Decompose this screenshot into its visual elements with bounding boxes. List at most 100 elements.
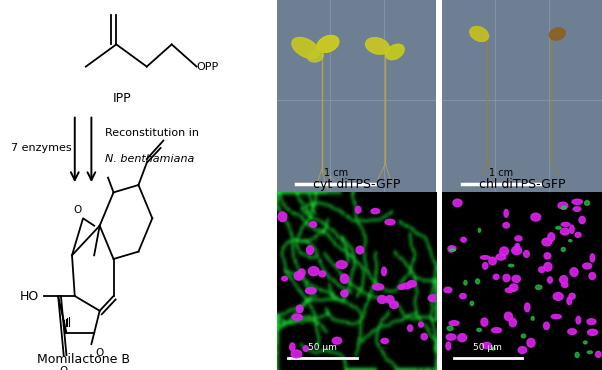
Ellipse shape xyxy=(558,202,568,209)
Ellipse shape xyxy=(553,293,563,300)
Text: 1 cm: 1 cm xyxy=(489,168,514,178)
Ellipse shape xyxy=(493,274,499,279)
Ellipse shape xyxy=(282,276,287,281)
Ellipse shape xyxy=(308,267,319,276)
Ellipse shape xyxy=(544,253,551,259)
Ellipse shape xyxy=(421,333,427,340)
Ellipse shape xyxy=(481,318,488,326)
Text: 50 μm: 50 μm xyxy=(474,343,503,352)
Ellipse shape xyxy=(590,254,595,262)
Ellipse shape xyxy=(562,282,568,287)
Text: IPP: IPP xyxy=(113,92,131,105)
Ellipse shape xyxy=(572,199,582,204)
Ellipse shape xyxy=(381,338,388,343)
Ellipse shape xyxy=(489,257,496,265)
Ellipse shape xyxy=(542,238,551,246)
Ellipse shape xyxy=(560,276,568,284)
Ellipse shape xyxy=(470,301,474,306)
Ellipse shape xyxy=(515,236,522,241)
Ellipse shape xyxy=(583,263,592,269)
Text: N. benthamiana: N. benthamiana xyxy=(105,154,194,164)
Ellipse shape xyxy=(579,216,585,224)
Ellipse shape xyxy=(307,50,323,62)
Title: chl diTPS-GFP: chl diTPS-GFP xyxy=(479,178,565,191)
Ellipse shape xyxy=(477,328,482,332)
Ellipse shape xyxy=(292,314,303,320)
Ellipse shape xyxy=(453,199,462,207)
Ellipse shape xyxy=(515,243,520,251)
Ellipse shape xyxy=(536,285,542,289)
Text: 1 cm: 1 cm xyxy=(324,168,348,178)
Ellipse shape xyxy=(292,37,319,58)
Ellipse shape xyxy=(576,352,579,357)
Ellipse shape xyxy=(418,322,423,327)
Ellipse shape xyxy=(470,27,488,41)
Ellipse shape xyxy=(505,288,514,292)
Ellipse shape xyxy=(476,279,480,284)
Ellipse shape xyxy=(428,295,438,302)
Ellipse shape xyxy=(570,268,578,276)
Ellipse shape xyxy=(407,280,417,287)
Ellipse shape xyxy=(294,272,303,280)
Ellipse shape xyxy=(382,267,386,276)
Ellipse shape xyxy=(556,226,561,229)
Title: cyt diTPS-GFP: cyt diTPS-GFP xyxy=(313,178,400,191)
Ellipse shape xyxy=(512,246,522,255)
Ellipse shape xyxy=(548,233,554,241)
Ellipse shape xyxy=(531,213,541,221)
Ellipse shape xyxy=(478,228,480,232)
Text: O: O xyxy=(73,205,82,215)
Ellipse shape xyxy=(568,329,577,334)
Ellipse shape xyxy=(446,334,456,340)
Ellipse shape xyxy=(569,240,572,242)
Ellipse shape xyxy=(492,328,501,333)
Ellipse shape xyxy=(551,314,562,319)
Text: HO: HO xyxy=(19,289,39,303)
Text: O: O xyxy=(60,366,68,370)
Ellipse shape xyxy=(385,219,395,225)
Ellipse shape xyxy=(575,232,581,237)
Ellipse shape xyxy=(587,319,596,324)
Ellipse shape xyxy=(504,209,508,217)
Ellipse shape xyxy=(449,321,459,326)
Ellipse shape xyxy=(303,346,308,352)
Text: 50 μm: 50 μm xyxy=(308,343,337,352)
Ellipse shape xyxy=(386,296,394,303)
Ellipse shape xyxy=(305,287,316,294)
Ellipse shape xyxy=(309,222,317,227)
Ellipse shape xyxy=(356,246,364,254)
Ellipse shape xyxy=(377,296,386,303)
Ellipse shape xyxy=(461,237,467,242)
Ellipse shape xyxy=(544,262,552,271)
Ellipse shape xyxy=(500,247,509,256)
Ellipse shape xyxy=(365,38,389,54)
Ellipse shape xyxy=(496,254,506,260)
Ellipse shape xyxy=(524,303,530,312)
Ellipse shape xyxy=(447,326,453,330)
Ellipse shape xyxy=(518,347,527,353)
Ellipse shape xyxy=(561,222,570,226)
Ellipse shape xyxy=(512,275,521,282)
Ellipse shape xyxy=(569,293,575,299)
Ellipse shape xyxy=(576,316,581,324)
Ellipse shape xyxy=(332,337,342,344)
Ellipse shape xyxy=(588,351,592,354)
Text: 7 enzymes: 7 enzymes xyxy=(11,143,72,153)
Ellipse shape xyxy=(521,334,526,338)
Ellipse shape xyxy=(460,293,466,299)
Ellipse shape xyxy=(509,284,518,291)
Ellipse shape xyxy=(539,267,545,272)
Ellipse shape xyxy=(483,262,488,269)
Ellipse shape xyxy=(560,228,569,235)
Ellipse shape xyxy=(509,318,517,327)
Ellipse shape xyxy=(567,297,571,305)
Ellipse shape xyxy=(306,246,314,254)
Ellipse shape xyxy=(503,222,509,228)
Ellipse shape xyxy=(544,322,549,330)
Ellipse shape xyxy=(583,341,587,344)
Text: OPP: OPP xyxy=(197,61,219,72)
Ellipse shape xyxy=(290,343,295,351)
Text: O: O xyxy=(96,348,104,358)
Ellipse shape xyxy=(444,287,452,293)
Ellipse shape xyxy=(503,274,510,282)
